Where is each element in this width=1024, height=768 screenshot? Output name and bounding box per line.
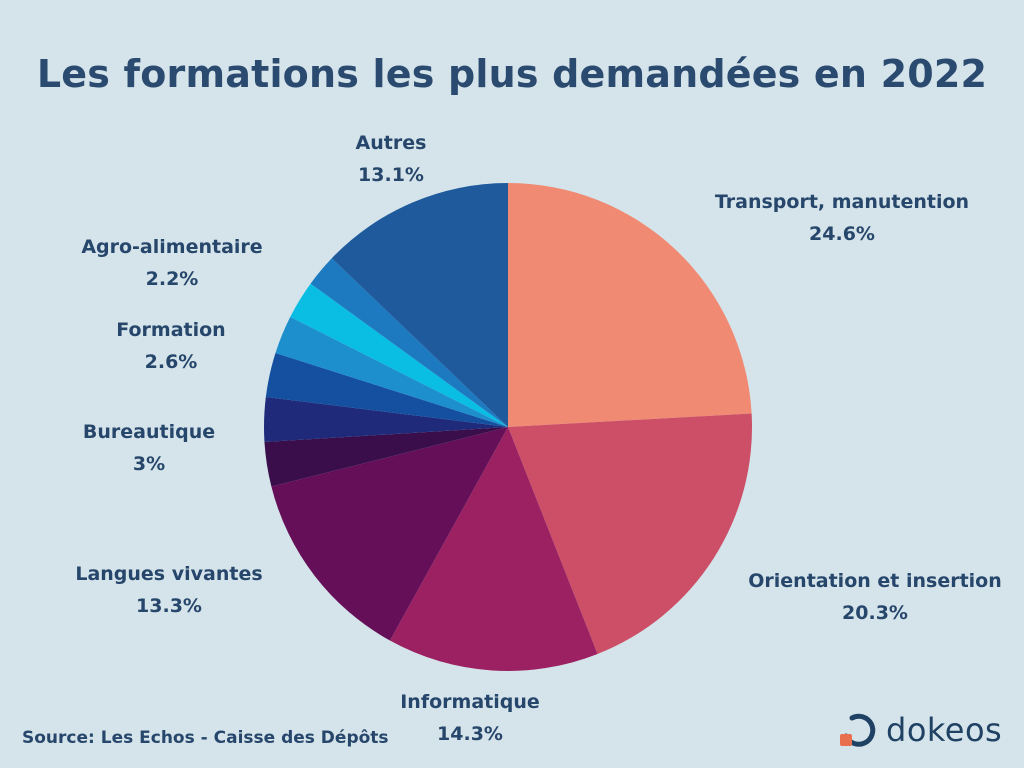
slice-label: Autres 13.1% — [356, 127, 427, 191]
slice-label-value: 14.3% — [437, 723, 503, 745]
slice-label-value: 3% — [132, 453, 166, 475]
pie-slice — [265, 353, 508, 427]
slice-label: Formation 2.6% — [116, 314, 225, 378]
slice-label-name: Informatique — [400, 691, 540, 713]
pie-slice — [389, 427, 598, 672]
slice-label-value: 2.6% — [144, 351, 198, 373]
source-note: Source: Les Echos - Caisse des Dépôts — [22, 728, 389, 748]
slice-label-name: Langues vivantes — [75, 563, 263, 585]
slice-label-value: 13.1% — [358, 164, 424, 186]
pie-slice — [331, 183, 508, 427]
pie-slice — [310, 258, 508, 427]
brand-name: dokeos — [886, 711, 1003, 749]
pie-slice — [508, 413, 753, 654]
slice-label-value: 13.3% — [136, 595, 202, 617]
dokeos-logo-icon — [840, 713, 876, 747]
slice-label-name: Autres — [355, 132, 427, 154]
pie-slices — [263, 183, 753, 672]
slice-label: Informatique 14.3% — [400, 686, 540, 750]
slice-label: Orientation et insertion 20.3% — [748, 565, 1002, 629]
brand: dokeos — [838, 706, 1002, 754]
pie-slice — [508, 183, 752, 427]
pie-slice — [275, 316, 508, 427]
slice-label-name: Formation — [116, 319, 226, 341]
slice-label-value: 2.2% — [145, 268, 199, 290]
slice-label: Langues vivantes 13.3% — [75, 558, 262, 622]
pie-slice — [263, 397, 508, 443]
slice-label-value: 20.3% — [842, 602, 908, 624]
slice-label: Agro-alimentaire 2.2% — [81, 231, 262, 295]
slice-label-name: Bureautique — [82, 421, 216, 443]
slice-label: Transport, manutention 24.6% — [715, 186, 969, 250]
slice-label-name: Transport, manutention — [714, 191, 970, 213]
pie-slice — [271, 427, 508, 641]
pie-slice — [290, 283, 508, 427]
slice-label-name: Orientation et insertion — [748, 570, 1002, 592]
slice-label-value: 24.6% — [809, 223, 875, 245]
pie-slice — [264, 427, 508, 487]
slice-label-name: Agro-alimentaire — [81, 236, 263, 258]
slice-label: Bureautique 3% — [83, 416, 215, 480]
chart-title: Les formations les plus demandées en 202… — [36, 52, 988, 96]
